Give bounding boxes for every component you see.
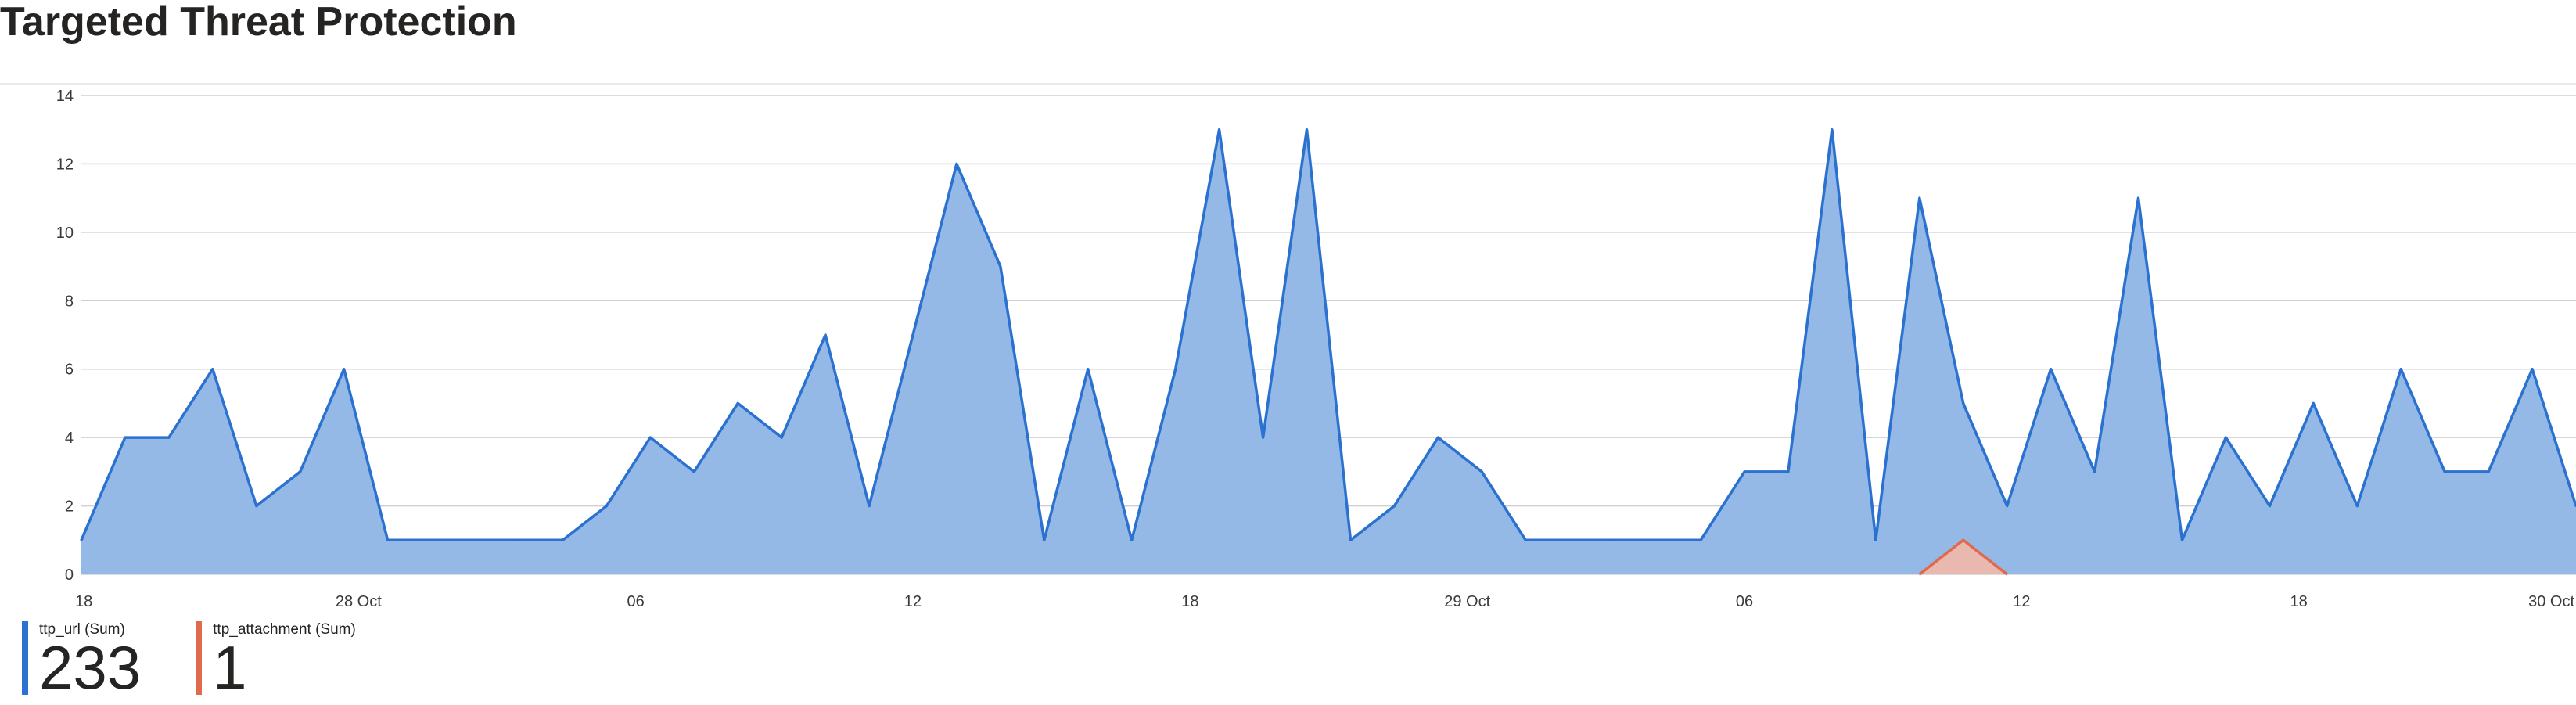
data-point[interactable] xyxy=(1262,436,1265,439)
data-point[interactable] xyxy=(1655,538,1658,541)
y-tick-label: 12 xyxy=(56,156,74,173)
x-tick-label: 18 xyxy=(1181,593,1198,610)
data-point[interactable] xyxy=(2443,470,2446,473)
data-point[interactable] xyxy=(1392,505,1396,508)
data-point[interactable] xyxy=(1918,196,1921,200)
data-point[interactable] xyxy=(1962,401,1965,405)
data-point[interactable] xyxy=(1524,538,1527,541)
data-point[interactable] xyxy=(1874,538,1877,541)
data-point[interactable] xyxy=(1087,368,1090,371)
legend-item-ttp-url[interactable]: ttp_url (Sum) 233 xyxy=(22,621,142,702)
data-point[interactable] xyxy=(736,401,739,405)
legend-label: ttp_url (Sum) xyxy=(39,621,125,638)
data-point[interactable] xyxy=(648,436,652,439)
legend: ttp_url (Sum) 233 ttp_attachment (Sum) 1 xyxy=(22,621,356,702)
data-point[interactable] xyxy=(2137,196,2139,200)
series-line-ttp-url[interactable] xyxy=(80,128,2576,542)
data-point[interactable] xyxy=(2487,470,2490,473)
data-point[interactable] xyxy=(124,436,127,439)
x-tick-label: 29 Oct xyxy=(1444,593,1490,610)
data-point[interactable] xyxy=(911,333,914,336)
data-point[interactable] xyxy=(955,162,958,165)
x-tick-label: 30 Oct xyxy=(2528,593,2574,610)
series-line-ttp-attachment[interactable] xyxy=(1918,538,2008,576)
data-point[interactable] xyxy=(868,505,871,508)
data-point[interactable] xyxy=(386,538,390,541)
data-point[interactable] xyxy=(299,470,302,473)
y-tick-label: 2 xyxy=(65,498,74,516)
data-point[interactable] xyxy=(824,333,827,336)
data-point[interactable] xyxy=(1043,538,1046,541)
data-point[interactable] xyxy=(2355,505,2359,508)
data-point[interactable] xyxy=(1306,128,1308,131)
data-point[interactable] xyxy=(1174,368,1177,371)
data-point[interactable] xyxy=(80,538,83,541)
legend-label: ttp_attachment (Sum) xyxy=(213,621,356,638)
y-tick-label: 14 xyxy=(56,88,74,105)
legend-item-ttp-attachment[interactable]: ttp_attachment (Sum) 1 xyxy=(196,621,356,702)
legend-total: 1 xyxy=(213,633,247,702)
y-tick-label: 10 xyxy=(56,225,74,242)
series-areas[interactable] xyxy=(80,128,2576,576)
data-point[interactable] xyxy=(692,470,695,473)
x-tick-label: 12 xyxy=(904,593,922,610)
data-point[interactable] xyxy=(1787,470,1790,473)
data-point[interactable] xyxy=(780,436,783,439)
series-area-ttp-url xyxy=(81,129,2576,574)
data-point[interactable] xyxy=(518,538,520,541)
y-tick-label: 8 xyxy=(65,293,74,310)
legend-total: 233 xyxy=(39,633,142,702)
x-tick-label: 18 xyxy=(75,593,92,610)
data-point[interactable] xyxy=(1218,128,1221,131)
data-point[interactable] xyxy=(561,538,564,541)
x-tick-label: 28 Oct xyxy=(336,593,382,610)
data-point[interactable] xyxy=(999,265,1002,268)
data-point[interactable] xyxy=(255,505,258,508)
page-title: Targeted Threat Protection xyxy=(0,0,517,45)
data-point[interactable] xyxy=(474,538,476,541)
data-point[interactable] xyxy=(167,436,171,439)
data-point[interactable] xyxy=(1349,538,1352,541)
data-point[interactable] xyxy=(1699,538,1702,541)
y-tick-label: 4 xyxy=(65,430,74,447)
legend-swatch-ttp-attachment xyxy=(196,621,203,695)
y-tick-label: 0 xyxy=(65,567,74,584)
data-point[interactable] xyxy=(1568,538,1571,541)
x-tick-label: 06 xyxy=(627,593,645,610)
x-tick-label: 06 xyxy=(1736,593,1753,610)
data-point[interactable] xyxy=(2399,368,2402,371)
data-point[interactable] xyxy=(211,368,214,371)
data-point[interactable] xyxy=(2312,401,2315,405)
data-point[interactable] xyxy=(605,505,608,508)
data-point[interactable] xyxy=(1480,470,1483,473)
data-point[interactable] xyxy=(1831,128,1834,131)
data-point[interactable] xyxy=(2006,505,2009,508)
data-point[interactable] xyxy=(2050,368,2053,371)
data-point[interactable] xyxy=(2093,470,2096,473)
series-area-ttp-attachment xyxy=(1919,540,2007,574)
x-tick-label: 12 xyxy=(2013,593,2030,610)
legend-swatch-ttp-url xyxy=(22,621,28,695)
data-point[interactable] xyxy=(1436,436,1439,439)
data-point[interactable] xyxy=(2268,505,2271,508)
data-point[interactable] xyxy=(2224,436,2227,439)
data-point[interactable] xyxy=(1743,470,1746,473)
data-point[interactable] xyxy=(2531,368,2534,371)
data-point[interactable] xyxy=(343,368,346,371)
x-axis-ticks: 18 28 Oct 06 12 18 29 Oct 06 12 18 30 Oct xyxy=(75,593,2574,610)
data-point[interactable] xyxy=(2181,538,2183,541)
y-tick-label: 6 xyxy=(65,361,74,379)
data-point[interactable] xyxy=(430,538,433,541)
data-point[interactable] xyxy=(1611,538,1615,541)
data-point[interactable] xyxy=(1130,538,1134,541)
x-tick-label: 18 xyxy=(2290,593,2308,610)
y-axis-ticks: 0 2 4 6 8 10 12 14 xyxy=(56,88,74,584)
